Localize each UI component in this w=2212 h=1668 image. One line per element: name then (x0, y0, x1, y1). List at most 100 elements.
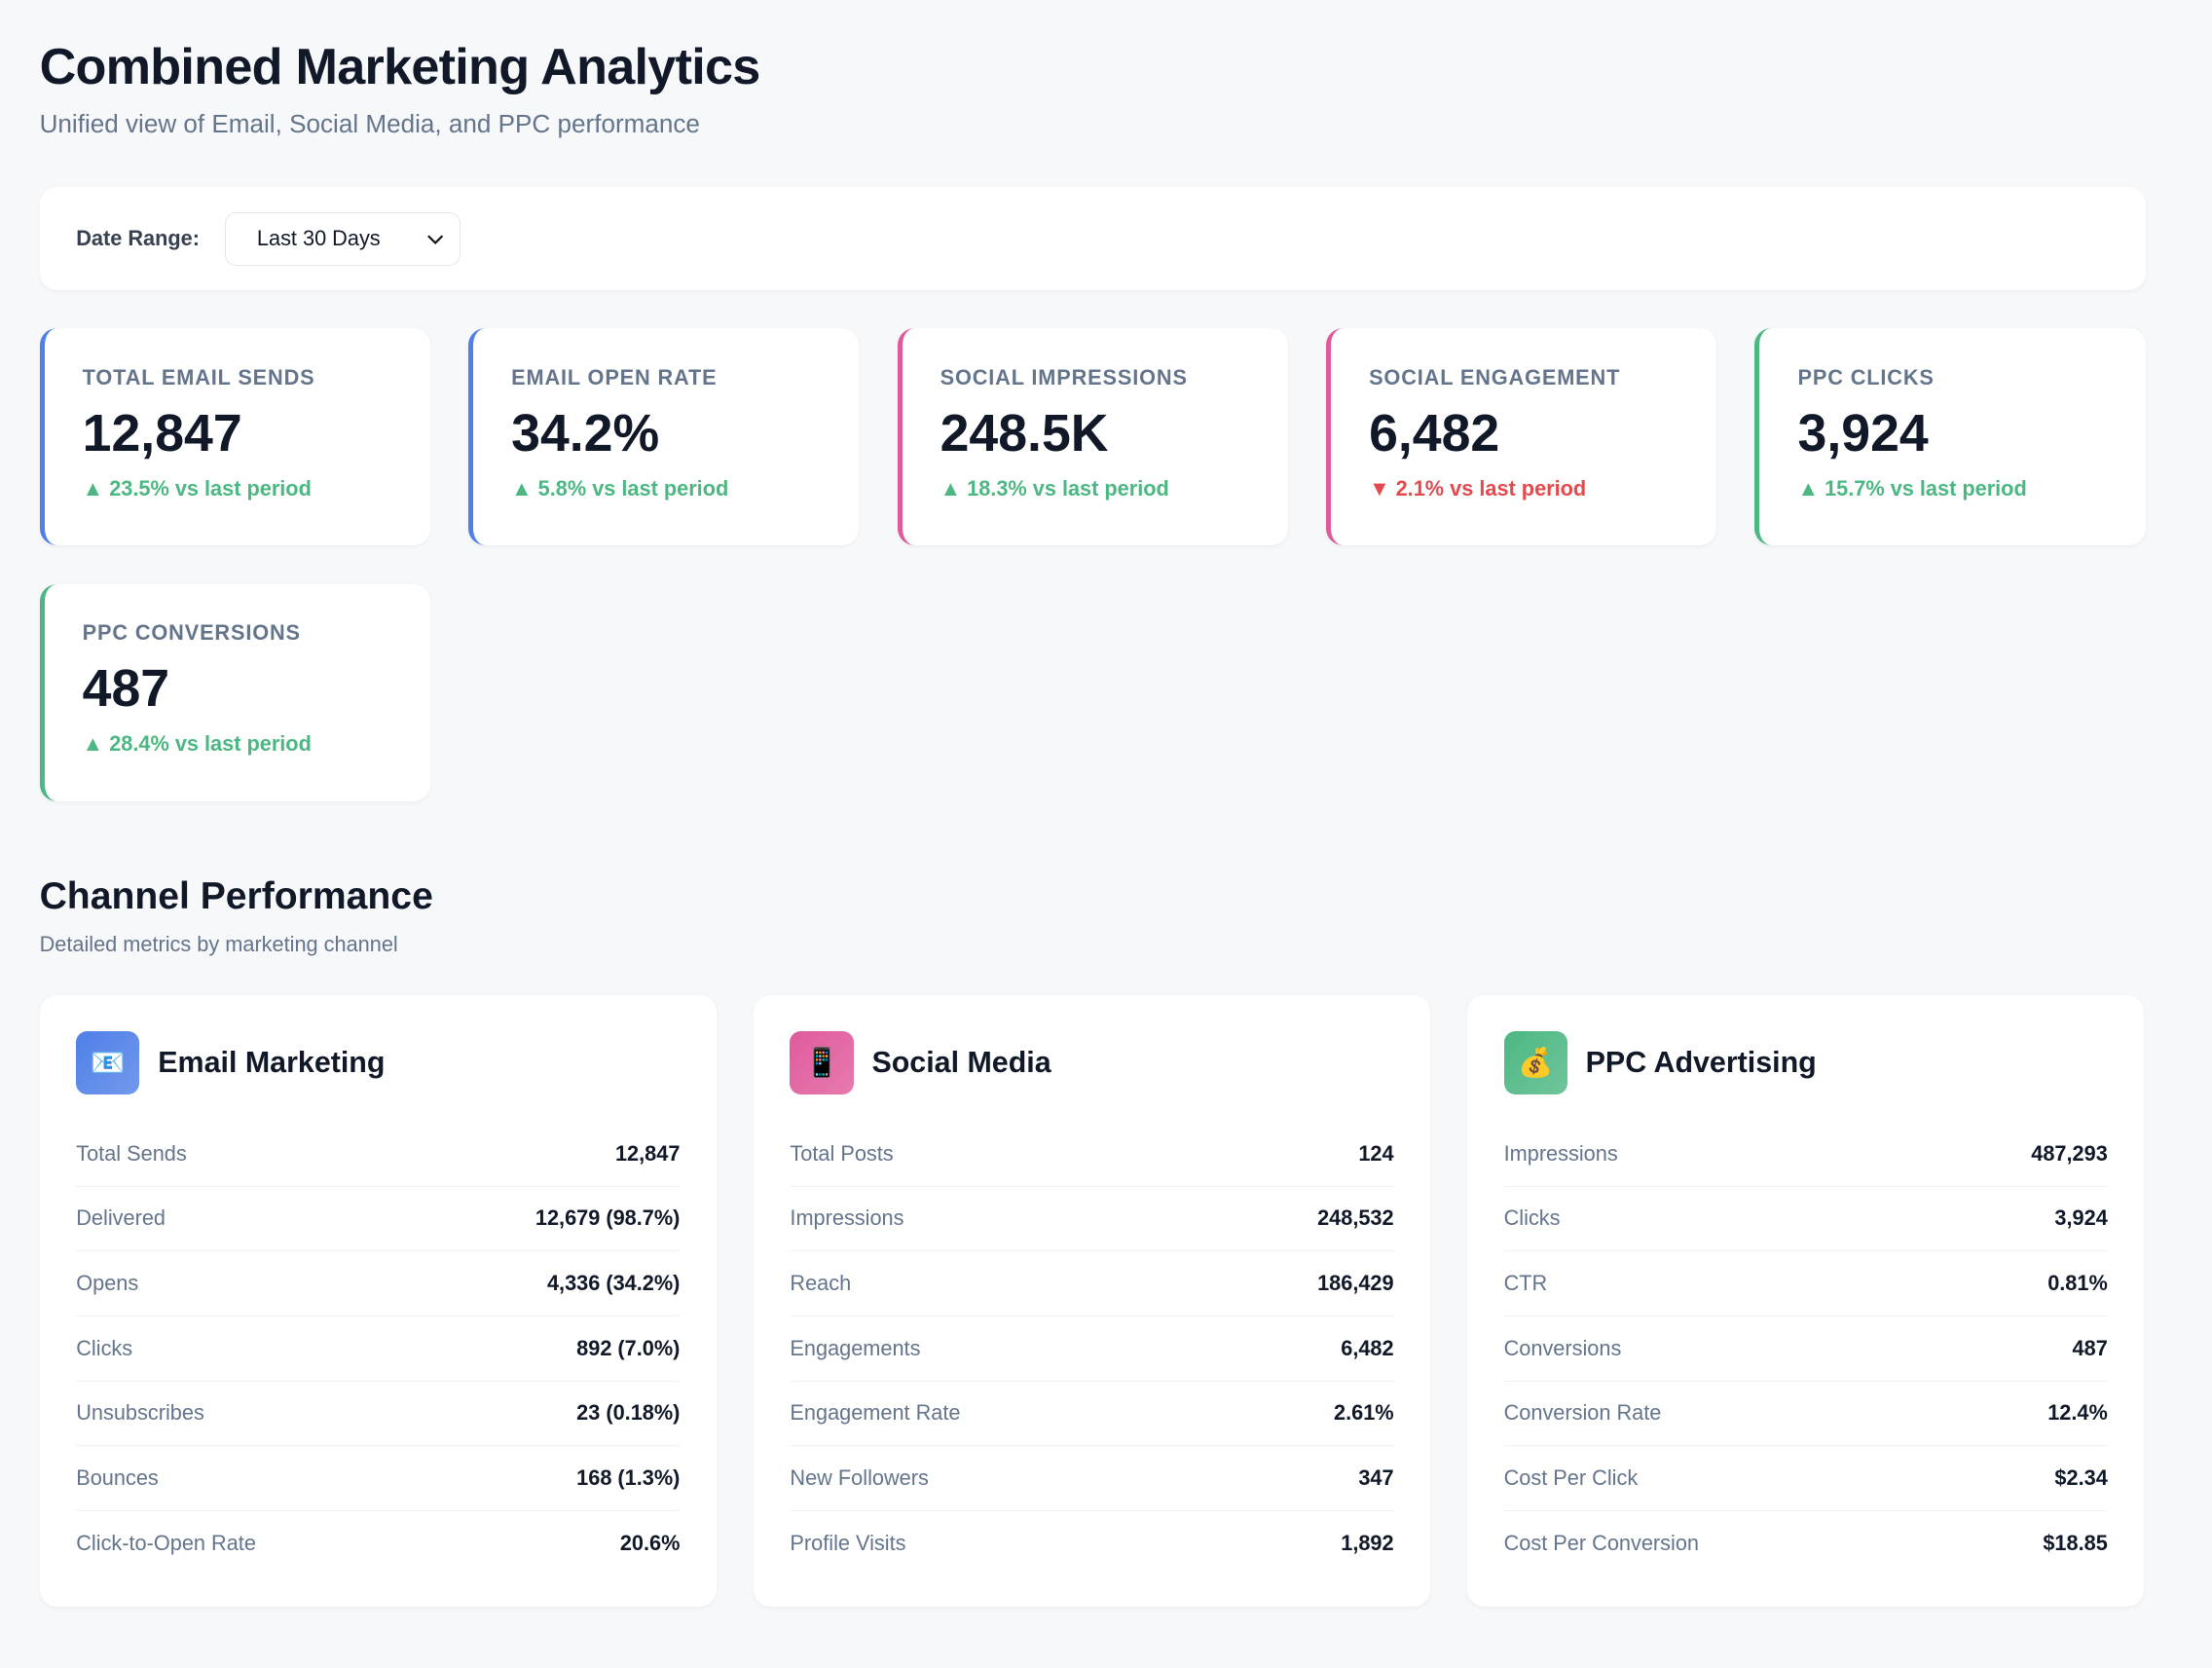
metric-label: Cost Per Conversion (1503, 1531, 1699, 1556)
metric-value: $18.85 (2043, 1531, 2108, 1556)
metric-label: Bounces (76, 1465, 159, 1491)
kpi-value: 34.2% (511, 403, 660, 463)
section-title: Channel Performance (39, 875, 433, 918)
metric-value: 6,482 (1341, 1335, 1394, 1360)
kpi-value: 3,924 (1797, 403, 1929, 463)
metric-row: Opens 4,336 (34.2%) (76, 1251, 681, 1316)
kpi-value: 12,847 (82, 403, 242, 463)
metric-value: $2.34 (2054, 1465, 2108, 1491)
kpi-card: SOCIAL ENGAGEMENT 6,482 ▼ 2.1% vs last p… (1325, 328, 1717, 546)
metric-label: Engagement Rate (790, 1400, 961, 1426)
kpi-label: TOTAL EMAIL SENDS (82, 364, 315, 389)
metric-row: Engagements 6,482 (790, 1316, 1394, 1382)
kpi-card: EMAIL OPEN RATE 34.2% ▲ 5.8% vs last per… (468, 328, 860, 546)
kpi-change: ▲ 15.7% vs last period (1797, 476, 2027, 501)
metric-row: Impressions 487,293 (1503, 1122, 2108, 1187)
metric-value: 892 (7.0%) (576, 1335, 681, 1360)
metric-value: 347 (1358, 1465, 1394, 1491)
kpi-card: SOCIAL IMPRESSIONS 248.5K ▲ 18.3% vs las… (897, 328, 1288, 546)
metric-value: 12.4% (2047, 1400, 2108, 1426)
metric-row: Profile Visits 1,892 (790, 1511, 1393, 1576)
metric-value: 3,924 (2054, 1205, 2108, 1231)
channel-card: 💰 PPC Advertising Impressions 487,293 Clicks… (1466, 994, 2145, 1608)
metric-value: 20.6% (619, 1531, 681, 1556)
channel-title: Social Media (871, 1046, 1051, 1080)
metric-value: 487,293 (2031, 1140, 2108, 1166)
chevron-down-icon (427, 235, 444, 245)
metric-label: Total Posts (790, 1140, 894, 1166)
channel-icon: 💰 (1503, 1031, 1567, 1095)
kpi-change: ▲ 23.5% vs last period (82, 476, 312, 501)
metric-label: Delivered (76, 1205, 166, 1231)
metric-row: Impressions 248,532 (790, 1187, 1394, 1252)
metric-row: Reach 186,429 (790, 1251, 1394, 1316)
metric-value: 2.61% (1334, 1400, 1394, 1426)
metric-label: Opens (76, 1271, 139, 1296)
kpi-card: PPC CLICKS 3,924 ▲ 15.7% vs last period (1754, 328, 2146, 546)
metric-row: CTR 0.81% (1503, 1251, 2108, 1316)
metric-label: Conversions (1503, 1335, 1622, 1360)
metric-row: Conversions 487 (1503, 1316, 2108, 1382)
metric-label: New Followers (790, 1465, 929, 1491)
kpi-change: ▼ 2.1% vs last period (1369, 476, 1587, 501)
metric-row: Cost Per Conversion $18.85 (1504, 1511, 2108, 1576)
metric-value: 12,679 (98.7%) (535, 1205, 681, 1231)
channel-title: Email Marketing (158, 1046, 386, 1080)
page-title: Combined Marketing Analytics (39, 39, 761, 96)
date-range-value: Last 30 Days (256, 226, 381, 251)
metric-value: 487 (2072, 1335, 2108, 1360)
kpi-card: PPC CONVERSIONS 487 ▲ 28.4% vs last peri… (39, 583, 430, 801)
metric-label: Click-to-Open Rate (76, 1531, 256, 1556)
metric-label: Engagements (790, 1335, 921, 1360)
metric-label: Reach (790, 1271, 852, 1296)
metric-value: 168 (1.3%) (576, 1465, 681, 1491)
metric-row: New Followers 347 (790, 1446, 1394, 1511)
metric-value: 1,892 (1341, 1531, 1394, 1556)
filter-bar: Date Range: Last 30 Days (39, 187, 2146, 291)
kpi-change: ▲ 28.4% vs last period (82, 731, 312, 757)
metric-row: Delivered 12,679 (98.7%) (76, 1187, 681, 1252)
metric-value: 124 (1358, 1140, 1394, 1166)
section-subtitle: Detailed metrics by marketing channel (39, 931, 398, 956)
kpi-value: 6,482 (1369, 403, 1500, 463)
channel-grid: 📧 Email Marketing Total Sends 12,847 Deliver… (39, 994, 2173, 1608)
metric-value: 23 (0.18%) (576, 1400, 681, 1426)
metric-row: Clicks 3,924 (1503, 1187, 2108, 1252)
kpi-change: ▲ 18.3% vs last period (940, 476, 1169, 501)
metric-value: 0.81% (2047, 1271, 2108, 1296)
kpi-label: SOCIAL ENGAGEMENT (1369, 364, 1621, 389)
metric-row: Engagement Rate 2.61% (790, 1382, 1394, 1447)
metric-row: Clicks 892 (7.0%) (76, 1316, 681, 1382)
kpi-card: TOTAL EMAIL SENDS 12,847 ▲ 23.5% vs last… (39, 328, 430, 546)
metric-label: Profile Visits (790, 1531, 906, 1556)
kpi-label: EMAIL OPEN RATE (511, 364, 718, 389)
metric-row: Total Posts 124 (790, 1122, 1394, 1187)
metric-value: 4,336 (34.2%) (546, 1271, 681, 1296)
date-range-label: Date Range: (76, 226, 200, 251)
channel-card: 📧 Email Marketing Total Sends 12,847 Deliver… (39, 994, 718, 1608)
metric-row: Conversion Rate 12.4% (1503, 1382, 2108, 1447)
metric-label: Conversion Rate (1503, 1400, 1662, 1426)
metric-row: Unsubscribes 23 (0.18%) (76, 1382, 681, 1447)
metric-label: Total Sends (76, 1140, 187, 1166)
metric-label: Impressions (1503, 1140, 1618, 1166)
metric-row: Cost Per Click $2.34 (1503, 1446, 2108, 1511)
metric-label: CTR (1503, 1271, 1548, 1296)
kpi-value: 487 (82, 659, 170, 719)
metric-row: Bounces 168 (1.3%) (76, 1446, 681, 1511)
kpi-grid: TOTAL EMAIL SENDS 12,847 ▲ 23.5% vs last… (39, 328, 2173, 801)
metric-row: Click-to-Open Rate 20.6% (76, 1511, 680, 1576)
metric-row: Total Sends 12,847 (76, 1122, 681, 1187)
channel-icon: 📧 (76, 1031, 140, 1095)
metric-label: Cost Per Click (1503, 1465, 1639, 1491)
metric-label: Impressions (790, 1205, 904, 1231)
metric-label: Clicks (1503, 1205, 1561, 1231)
kpi-value: 248.5K (940, 403, 1109, 463)
kpi-label: SOCIAL IMPRESSIONS (940, 364, 1188, 389)
channel-card: 📱 Social Media Total Posts 124 Impressions 24… (753, 994, 1431, 1608)
date-range-select[interactable]: Last 30 Days (225, 211, 461, 266)
metric-label: Clicks (76, 1335, 133, 1360)
kpi-label: PPC CLICKS (1797, 364, 1935, 389)
channel-icon: 📱 (790, 1031, 854, 1095)
channel-title: PPC Advertising (1585, 1046, 1817, 1080)
